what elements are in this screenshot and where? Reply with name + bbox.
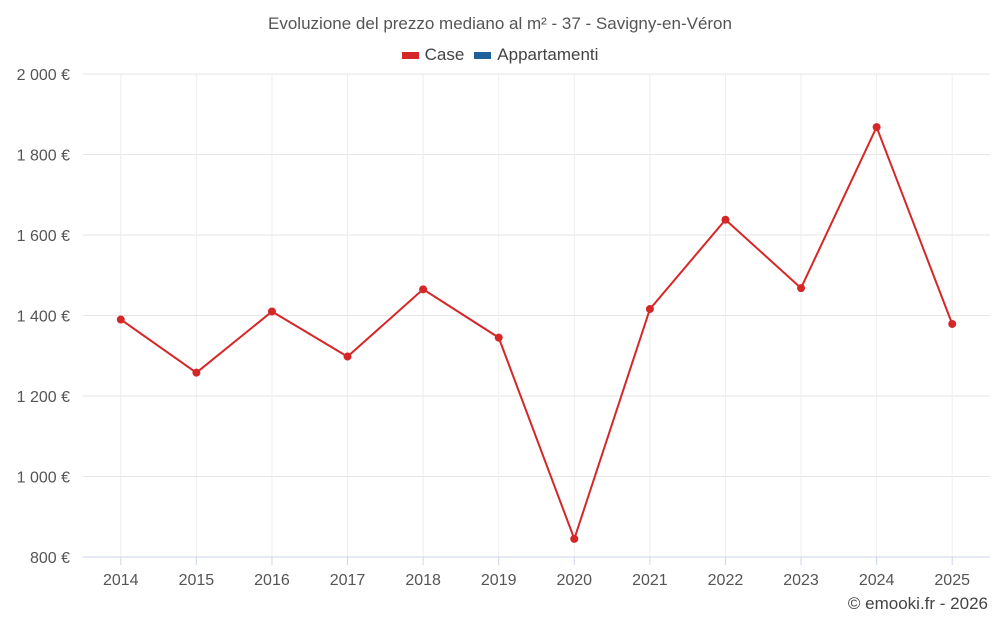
credit-text: © emooki.fr - 2026 (847, 594, 988, 613)
x-tick-label: 2019 (481, 572, 517, 589)
data-point (872, 123, 881, 132)
data-point (192, 368, 201, 377)
x-tick-label: 2017 (330, 572, 366, 589)
y-tick-label: 1 000 € (17, 470, 70, 487)
data-point (419, 285, 428, 294)
x-tick-label: 2025 (934, 572, 970, 589)
data-point (570, 534, 579, 543)
legend-label-appartamenti: Appartamenti (497, 45, 599, 64)
x-tick-label: 2022 (708, 572, 744, 589)
y-tick-label: 1 400 € (17, 309, 70, 326)
legend-swatch-case (401, 51, 419, 59)
x-tick-label: 2018 (405, 572, 441, 589)
y-tick-label: 1 800 € (17, 148, 70, 165)
data-point (645, 305, 654, 314)
data-point (343, 352, 352, 361)
x-tick-label: 2024 (859, 572, 895, 589)
y-tick-label: 1 600 € (17, 228, 70, 245)
legend-label-case: Case (424, 45, 465, 64)
legend-item-case[interactable]: Case (401, 45, 465, 65)
data-point (948, 319, 957, 328)
chart-title: Evoluzione del prezzo mediano al m² - 37… (268, 14, 732, 33)
y-tick-label: 2 000 € (17, 67, 70, 84)
x-tick-label: 2016 (254, 572, 290, 589)
x-tick-label: 2020 (556, 572, 592, 589)
y-tick-label: 1 200 € (17, 389, 70, 406)
legend-swatch-appartamenti (474, 51, 492, 59)
legend-item-appartamenti[interactable]: Appartamenti (474, 45, 598, 65)
x-tick-label: 2014 (103, 572, 139, 589)
x-tick-label: 2023 (783, 572, 819, 589)
data-point (494, 333, 503, 342)
chart-legend: Case Appartamenti (0, 45, 1000, 65)
y-tick-label: 800 € (30, 550, 70, 567)
data-point (267, 307, 276, 316)
data-point (797, 284, 806, 293)
x-tick-label: 2015 (179, 572, 215, 589)
data-point (721, 215, 730, 224)
x-tick-label: 2021 (632, 572, 668, 589)
data-point (116, 315, 125, 324)
series-line-case (120, 124, 954, 542)
